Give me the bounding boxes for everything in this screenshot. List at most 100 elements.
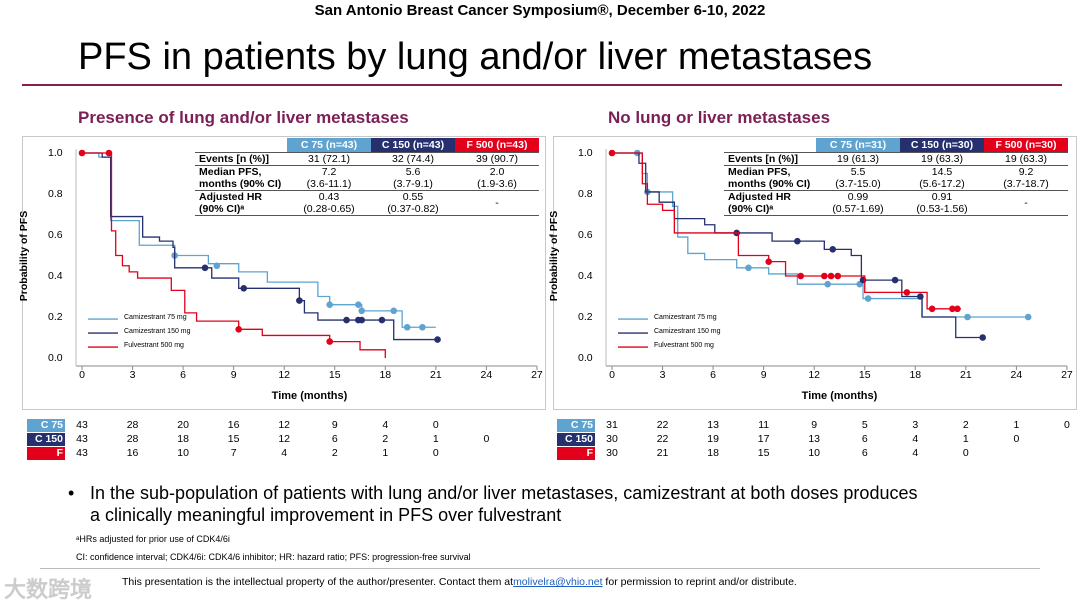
hazard-ratio-value: - <box>455 190 539 216</box>
row-label: Events [n (%)] <box>195 152 287 166</box>
median-ci: (3.6-11.1) <box>306 178 352 190</box>
x-tick-label: 24 <box>1010 369 1023 381</box>
events-value: 19 (63.3) <box>984 152 1068 166</box>
events-value: 32 (74.4) <box>371 152 455 166</box>
arm-header: F 500 (n=43) <box>455 138 539 153</box>
at-risk-count: 4 <box>382 419 389 431</box>
hr-value: - <box>495 197 499 209</box>
row-label: Median PFS, months (90% CI) <box>195 165 287 191</box>
risk-row-label: F <box>557 447 595 460</box>
events-value: 31 (72.1) <box>287 152 371 166</box>
watermark: 大数跨境 <box>4 577 93 602</box>
results-table: C 75 (n=31) C 150 (n=30) F 500 (n=30) Event… <box>724 138 1068 216</box>
at-risk-count: 5 <box>861 419 868 431</box>
at-risk-count: 28 <box>126 433 139 445</box>
footer-text-end: for permission to reprint and/or distrib… <box>602 576 797 588</box>
at-risk-count: 21 <box>656 447 669 459</box>
y-tick-label: 0.6 <box>48 229 63 241</box>
left-chart-title: Presence of lung and/or liver metastases <box>78 108 409 127</box>
at-risk-count: 3 <box>912 419 919 431</box>
x-tick-label: 18 <box>909 369 922 381</box>
x-tick-label: 12 <box>808 369 821 381</box>
at-risk-count: 31 <box>606 419 618 431</box>
x-tick-label: 21 <box>430 369 442 381</box>
risk-row-label: C 150 <box>557 433 595 446</box>
at-risk-count: 4 <box>281 447 288 459</box>
at-risk-count: 11 <box>758 419 770 431</box>
at-risk-count: 22 <box>656 433 669 445</box>
right-chart-title: No lung or liver metastases <box>608 108 831 127</box>
contact-email-link[interactable]: molivelra@vhio.net <box>513 576 603 588</box>
blank <box>195 138 287 153</box>
at-risk-count: 12 <box>278 419 291 431</box>
median-ci: (3.7-9.1) <box>393 178 433 190</box>
at-risk-count: 43 <box>76 419 88 431</box>
bullet-text: In the sub-population of patients with l… <box>90 483 918 525</box>
row-label-line: Adjusted HR <box>728 191 791 203</box>
hr-value: 0.55 <box>402 191 424 203</box>
y-tick-label: 1.0 <box>578 147 593 159</box>
y-tick-label: 0.8 <box>48 188 63 200</box>
hazard-ratio-value: 0.91 (0.53-1.56) <box>900 190 984 216</box>
events-value: 19 (63.3) <box>900 152 984 166</box>
at-risk-count: 6 <box>331 433 338 445</box>
x-tick-label: 15 <box>858 369 871 381</box>
at-risk-count: 9 <box>811 419 818 431</box>
x-tick-label: 15 <box>328 369 341 381</box>
at-risk-count: 4 <box>912 447 919 459</box>
events-value: 39 (90.7) <box>455 152 539 166</box>
bullet-icon: • <box>68 483 75 503</box>
at-risk-count: 10 <box>808 447 821 459</box>
legend-label: Camizestrant 150 mg <box>654 328 721 336</box>
legend-label: Camizestrant 75 mg <box>124 314 187 322</box>
at-risk-count: 28 <box>126 419 139 431</box>
row-label-line: (90% CI)ᵃ <box>728 203 774 215</box>
at-risk-count: 6 <box>861 447 868 459</box>
at-risk-count: 18 <box>707 447 719 459</box>
events-value: 19 (61.3) <box>816 152 900 166</box>
arm-header: C 75 (n=43) <box>287 138 371 153</box>
at-risk-count: 7 <box>230 447 237 459</box>
y-tick-label: 1.0 <box>48 147 63 159</box>
at-risk-count: 30 <box>606 433 618 445</box>
at-risk-count: 1 <box>1013 419 1020 431</box>
median-pfs-value: 14.5 (5.6-17.2) <box>900 165 984 191</box>
at-risk-count: 4 <box>912 433 919 445</box>
median-value: 5.6 <box>405 166 421 178</box>
median-pfs-value: 9.2 (3.7-18.7) <box>984 165 1068 191</box>
hr-value: 0.91 <box>931 191 953 203</box>
row-label-line: Adjusted HR <box>199 191 262 203</box>
y-axis-title: Probability of PFS <box>18 210 30 301</box>
at-risk-count: 16 <box>227 419 240 431</box>
footer-divider <box>40 568 1040 569</box>
at-risk-count: 18 <box>177 433 189 445</box>
risk-row-label: C 150 <box>27 433 65 446</box>
at-risk-count: 43 <box>76 447 88 459</box>
hazard-ratio-value: 0.99 (0.57-1.69) <box>816 190 900 216</box>
at-risk-count: 1 <box>432 433 439 445</box>
hr-ci: (0.37-0.82) <box>387 203 439 215</box>
row-label-line: months (90% CI) <box>199 178 282 190</box>
at-risk-count: 17 <box>757 433 770 445</box>
at-risk-count: 1 <box>962 433 969 445</box>
legend-label: Camizestrant 150 mg <box>124 328 191 336</box>
title-divider <box>22 84 1062 86</box>
row-label-line: (90% CI)ᵃ <box>199 203 245 215</box>
median-ci: (3.7-15.0) <box>835 178 881 190</box>
y-tick-label: 0.8 <box>578 188 593 200</box>
results-table: C 75 (n=43) C 150 (n=43) F 500 (n=43) Event… <box>195 138 539 216</box>
median-value: 2.0 <box>489 166 505 178</box>
y-axis-title: Probability of PFS <box>548 210 560 301</box>
at-risk-count: 6 <box>861 433 868 445</box>
row-label-line: Median PFS, <box>199 166 262 178</box>
hr-value: - <box>1024 197 1028 209</box>
hazard-ratio-value: - <box>984 190 1068 216</box>
median-pfs-value: 2.0 (1.9-3.6) <box>455 165 539 191</box>
x-axis-title: Time (months) <box>271 390 348 402</box>
risk-row-label: C 75 <box>27 419 65 432</box>
median-ci: (5.6-17.2) <box>919 178 965 190</box>
hr-ci: (0.28-0.65) <box>303 203 355 215</box>
x-axis-title: Time (months) <box>801 390 878 402</box>
at-risk-count: 0 <box>483 433 490 445</box>
row-label: Adjusted HR (90% CI)ᵃ <box>724 190 816 216</box>
